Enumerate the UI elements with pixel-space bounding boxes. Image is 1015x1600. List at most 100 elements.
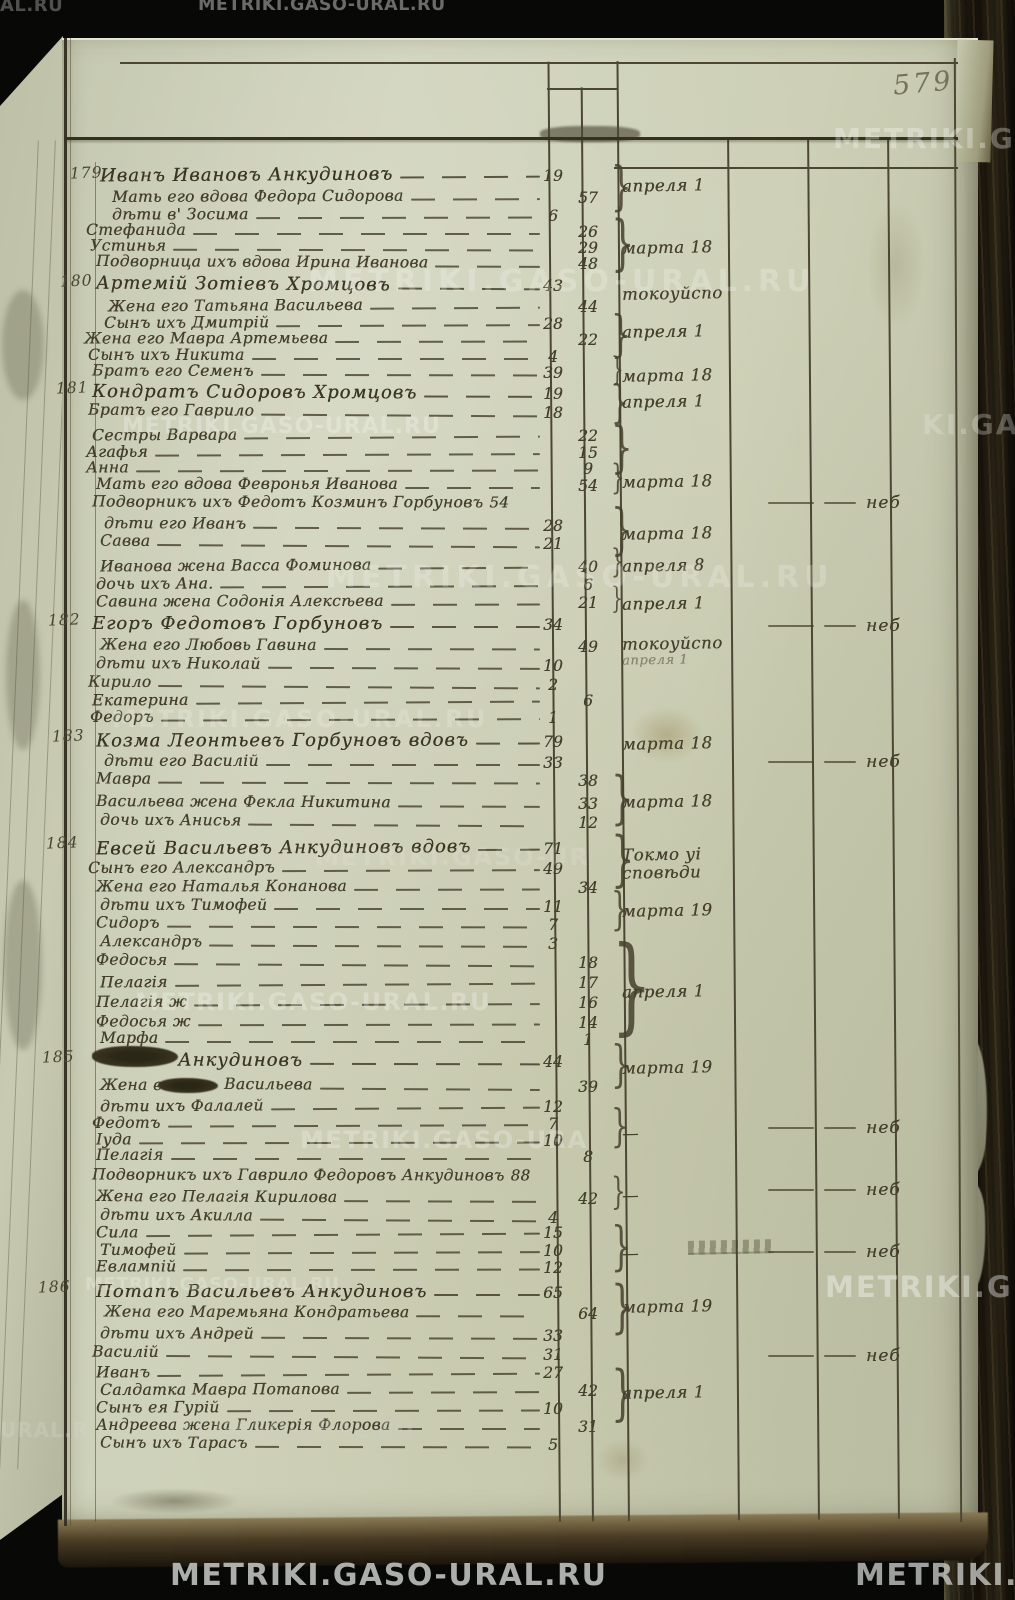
dash-leader: [274, 907, 540, 910]
brace-mark: }: [611, 305, 631, 363]
date-note: апреля 8: [621, 555, 705, 576]
entry-text: Евсей Васильевъ Анкудиновъ вдовъ: [95, 836, 472, 860]
dash-leader: [195, 700, 541, 705]
age-value-male: 10: [543, 1242, 563, 1260]
dash-leader: [183, 1268, 541, 1272]
handwriting-row: Артемій Зотіевъ Хромцовъ: [96, 273, 545, 295]
entry-text: Пелагія: [99, 972, 168, 992]
margin-note-text: неб: [866, 1180, 901, 1200]
handwriting-row: Жена его Наталья Конанова: [95, 876, 545, 896]
brace-mark: }: [611, 1035, 631, 1093]
entry-text: Иванъ Ивановъ Анкудиновъ: [99, 163, 394, 187]
brace-mark: }: [611, 350, 624, 388]
brace-mark: }: [611, 1099, 629, 1152]
margin-note: неб: [768, 1242, 901, 1262]
handwriting-row: Тимофей: [100, 1240, 545, 1259]
entry-text: Васильева: [223, 1074, 313, 1094]
brace-mark: }: [611, 924, 653, 1046]
handwriting-row: Жена его Любовь Гавина: [99, 635, 545, 655]
entry-text: Жена его Наталья Конанова: [95, 876, 348, 896]
dash-leader: [165, 1354, 540, 1360]
dash-leader: [276, 323, 541, 328]
handwriting-row: Сила: [96, 1222, 545, 1241]
dash-leader: [397, 805, 540, 808]
handwriting-row: Анкудиновъ: [178, 1050, 545, 1071]
entry-text: Васильева жена Фекла Никитина: [95, 792, 391, 812]
dash-leader: [768, 1189, 814, 1191]
dash-leader: [354, 888, 541, 891]
age-value-male: 19: [543, 167, 563, 185]
dash-leader: [253, 526, 540, 530]
date-note: марта 19: [621, 1057, 713, 1078]
age-value-female: 64: [578, 1305, 598, 1323]
entry-text: Подворникъ ихъ Федотъ Козминъ Горбуновъ: [91, 492, 484, 512]
entry-text: Жена его Мавра Артемьева: [83, 328, 329, 348]
handwriting-row: дѣти его Василій: [104, 753, 545, 770]
age-value-female: 57: [578, 189, 598, 207]
age-value-male: 4: [548, 1209, 558, 1227]
dash-leader: [183, 1250, 541, 1255]
dash-leader: [267, 666, 540, 670]
entry-text: Козма Леонтьевъ Горбуновъ вдовъ: [95, 729, 469, 752]
dash-leader: [166, 925, 540, 929]
dash-leader: [824, 1189, 856, 1191]
entry-text: Жена его Любовь Гавина: [99, 635, 317, 654]
age-value-female: 22: [578, 331, 598, 349]
age-value-male: 15: [543, 1224, 563, 1242]
age-value-male: 27: [543, 1364, 563, 1382]
date-note: марта 19: [621, 1296, 713, 1317]
dash-leader: [165, 1040, 540, 1043]
table-line-left-border-inner: [70, 38, 71, 1526]
entry-text: Подворникъ ихъ Гаврило Федоровъ Анкудино…: [91, 1165, 505, 1185]
age-value-male: 6: [548, 207, 558, 225]
entry-text: Сынъ ихъ Никита: [88, 346, 245, 364]
dash-leader: [260, 373, 540, 377]
dash-leader: [346, 1390, 541, 1394]
dash-leader: [435, 265, 540, 268]
age-value-female: 40: [578, 558, 598, 576]
handwriting-row: дѣти ихъ Тимофей: [100, 897, 545, 914]
entry-text: Подворница ихъ вдова Ирина Иванова: [95, 252, 429, 272]
entry-text: Егоръ Федотовъ Горбуновъ: [92, 613, 384, 634]
record-number: 186: [37, 1277, 71, 1297]
entry-text: дѣти ихъ Тимофей: [100, 896, 268, 914]
date-note: апреля 1: [621, 321, 705, 342]
dash-leader: [768, 1355, 814, 1357]
age-value-male: 31: [543, 1346, 563, 1364]
margin-note-text: неб: [866, 1118, 901, 1138]
age-value-male: 34: [543, 616, 563, 634]
entry-text: дочь ихъ Ана.: [95, 574, 214, 593]
handwriting-row: Братъ его Гаврило: [88, 401, 545, 422]
dash-leader: [335, 340, 541, 343]
dash-leader: [768, 625, 814, 627]
age-value-female: 1: [583, 1031, 593, 1049]
handwriting-row: Сынъ ея Гурій: [96, 1398, 545, 1416]
handwriting-row: Подворникъ ихъ Федотъ Козминъ Горбуновъ 5…: [91, 492, 545, 512]
age-value-male: 5: [548, 1436, 558, 1454]
bleedthrough-smudge: [4, 880, 42, 1050]
entry-text: Александръ: [99, 932, 203, 951]
age-value-female: 16: [578, 994, 598, 1012]
entry-text: Федосья: [95, 950, 168, 970]
bleedthrough-smudge: [6, 600, 40, 750]
previous-page-paper: [0, 36, 63, 1540]
handwriting-row: Козма Леонтьевъ Горбуновъ вдовъ: [95, 729, 545, 752]
entry-text: Жена его Маремьяна Кондратьева: [103, 1302, 410, 1322]
age-value-female: 38: [578, 772, 598, 790]
table-line-left-border: [64, 38, 67, 1526]
dash-leader: [309, 1062, 540, 1066]
entry-text: дѣти его Иванъ: [103, 514, 247, 533]
date-note: токоуйспо: [621, 283, 723, 304]
date-note: марта 18: [621, 733, 713, 754]
dash-leader: [410, 197, 541, 201]
age-value-female: 48: [578, 255, 598, 273]
dash-leader: [158, 781, 540, 785]
age-value-male: 21: [543, 535, 563, 553]
dash-leader: [167, 1123, 541, 1128]
dash-leader: [157, 543, 540, 549]
record-number: 185: [41, 1047, 75, 1067]
date-note: —: [621, 1243, 640, 1264]
date-note: —: [621, 1123, 640, 1144]
age-value-male: 1: [548, 709, 558, 727]
dash-leader: [824, 625, 856, 627]
